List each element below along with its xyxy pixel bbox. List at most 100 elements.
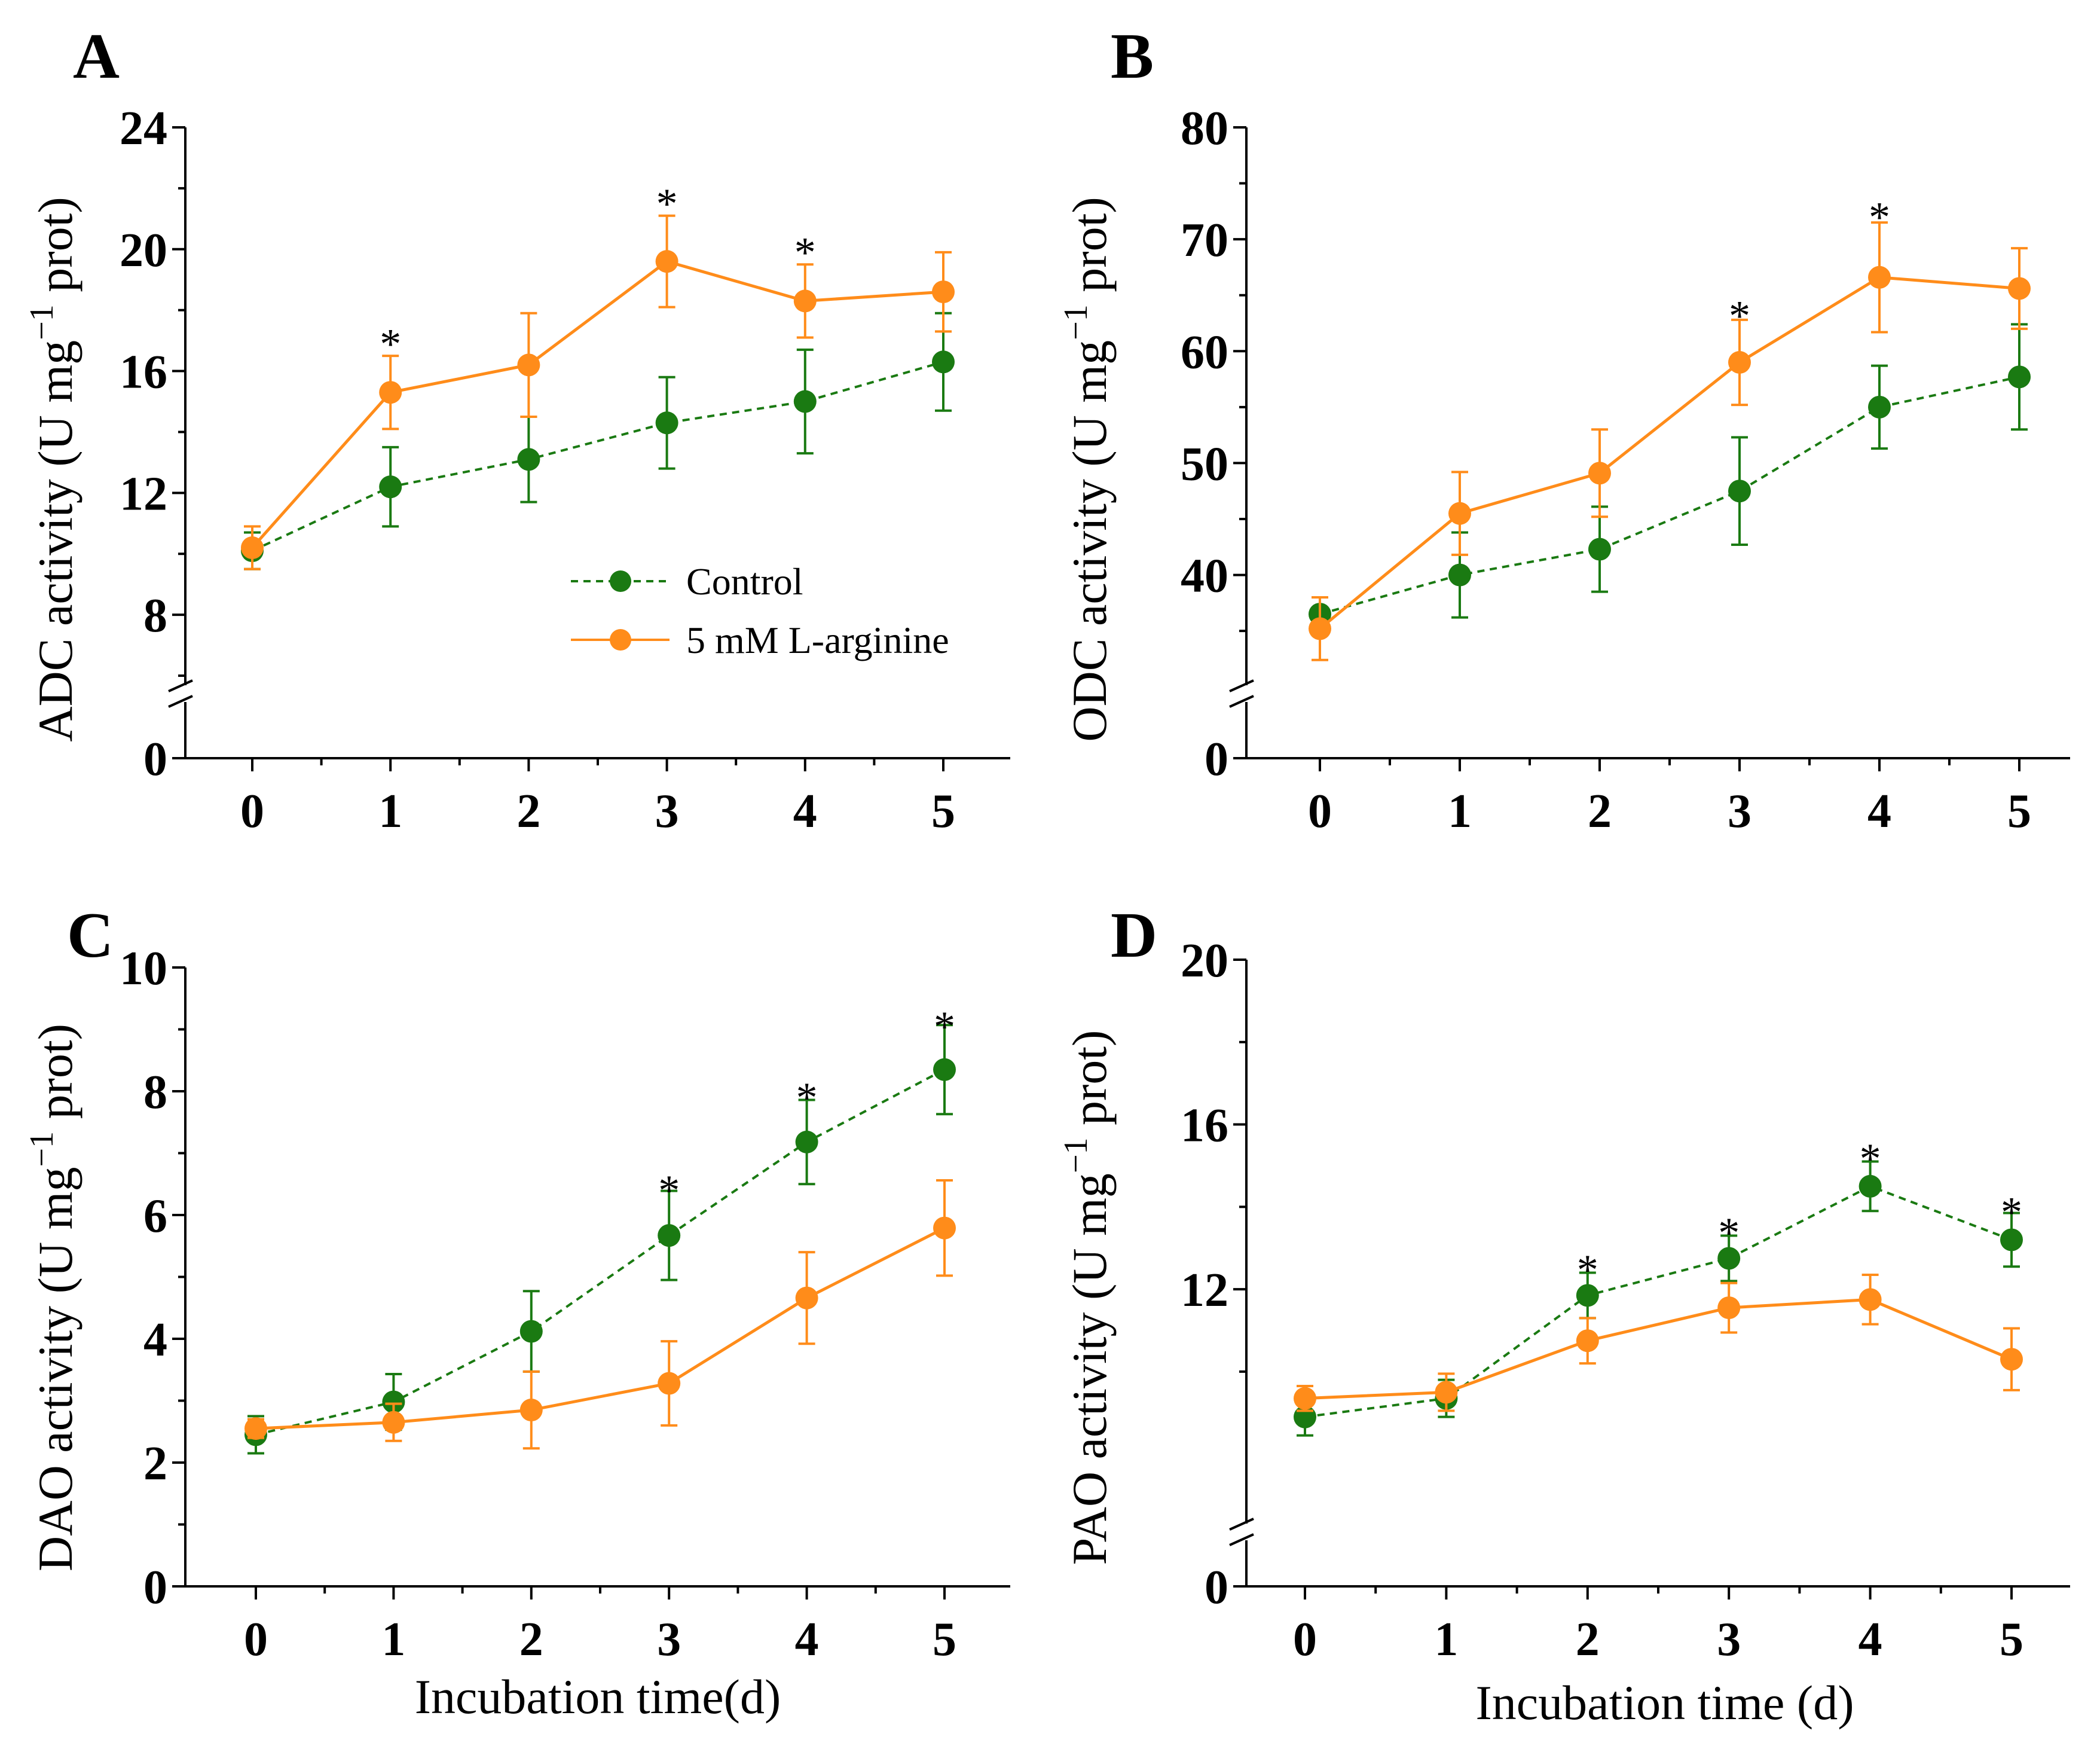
data-point — [244, 1417, 267, 1440]
legend-control-label: Control — [686, 560, 803, 603]
plot-area-b: 0 40 50 60 70 80 0 1 2 3 4 5 * * — [1181, 102, 2070, 838]
y-tick-label-c: 8 — [143, 1066, 167, 1119]
panel-letter-d: D — [1111, 900, 1157, 971]
panel-b: B ODC activity (U mg−1 prot) 04050607080… — [1057, 21, 2070, 838]
data-point — [1868, 395, 1891, 419]
y-tick-label-c: 4 — [143, 1314, 167, 1366]
x-tick-label-b: 5 — [2007, 785, 2031, 838]
series-treatment-a — [241, 214, 955, 570]
x-tick-label-c: 5 — [933, 1613, 956, 1666]
series-line — [255, 1069, 945, 1436]
y-tick-label-a: 16 — [120, 346, 167, 399]
significance-star: * — [380, 320, 401, 368]
significance-star: * — [1718, 1209, 1740, 1257]
data-point — [1588, 462, 1611, 485]
series-line — [255, 1226, 946, 1430]
y-tick-label-c: 2 — [143, 1437, 167, 1490]
significance-star: * — [656, 180, 678, 228]
y-tick-label-b: 50 — [1181, 438, 1228, 490]
x-tick-label-b: 1 — [1448, 785, 1472, 838]
significance-star: * — [796, 1074, 818, 1122]
panel-a: A ADC activity (U mg−1 prot) 08121620240… — [23, 21, 1010, 838]
data-point — [658, 1224, 681, 1247]
significance-star: * — [658, 1167, 680, 1214]
x-tick-label-a: 4 — [793, 785, 817, 838]
y-tick-label-d: 12 — [1181, 1264, 1228, 1317]
x-tick-label-b: 4 — [1867, 785, 1891, 838]
x-tick-label-a: 2 — [516, 785, 540, 838]
panel-letter-c: C — [67, 900, 114, 971]
panel-letter-a: A — [73, 21, 120, 92]
y-axis-label-a: ADC activity (U mg−1 prot) — [23, 197, 82, 741]
significance-star: * — [934, 1003, 955, 1051]
data-point — [795, 1130, 818, 1153]
series-treatment-d — [1294, 1274, 2023, 1412]
y-axis-label-c: DAO activity (U mg−1 prot) — [23, 1024, 82, 1571]
data-point — [2008, 277, 2031, 300]
data-point — [1576, 1284, 1599, 1307]
data-point — [517, 448, 540, 471]
series-line — [1304, 1298, 2012, 1400]
x-tick-label-a: 0 — [240, 785, 264, 838]
series-line — [252, 361, 944, 552]
x-tick-label-c: 1 — [381, 1613, 405, 1666]
data-point — [382, 1390, 405, 1414]
axis-break-mark-d — [1229, 1518, 1254, 1531]
data-point — [2000, 1348, 2023, 1371]
series-treatment-b — [1309, 221, 2031, 661]
data-point — [2000, 1228, 2023, 1251]
y-tick-label-d: 16 — [1181, 1100, 1228, 1152]
data-point — [1448, 563, 1471, 587]
axis-break-mark-b — [1229, 695, 1254, 708]
x-tick-label-a: 5 — [931, 785, 955, 838]
x-tick-label-d: 5 — [2000, 1613, 2023, 1666]
legend: Control 5 mM L-arginine — [571, 560, 949, 661]
data-point — [655, 411, 678, 435]
y-tick-label-c: 10 — [120, 942, 167, 995]
data-point — [519, 1320, 543, 1343]
data-point — [1294, 1387, 1316, 1410]
data-point — [241, 536, 264, 560]
x-axis-label-d: Incubation time (d) — [1475, 1675, 1854, 1730]
y-tick-label-d: 0 — [1205, 1561, 1228, 1614]
y-tick-label-b: 80 — [1181, 102, 1228, 155]
series-line — [1319, 276, 2020, 630]
data-point — [1858, 1288, 1882, 1311]
y-tick-label-a: 8 — [143, 590, 167, 642]
data-point — [1717, 1247, 1741, 1270]
significance-star: * — [1860, 1135, 1881, 1183]
x-tick-label-a: 1 — [378, 785, 402, 838]
data-point — [1588, 538, 1611, 561]
series-treatment-c — [244, 1179, 956, 1450]
data-point — [1717, 1296, 1741, 1320]
data-point — [932, 280, 955, 304]
panel-c: C DAO activity (U mg−1 prot) 0 2 4 6 8 10 0 1 2 3… — [23, 900, 1010, 1724]
x-tick-label-c: 0 — [244, 1613, 268, 1666]
x-tick-label-d: 4 — [1858, 1613, 1882, 1666]
significance-star: * — [1577, 1246, 1598, 1294]
data-point — [1728, 351, 1751, 374]
data-point — [658, 1372, 681, 1395]
series-line — [251, 260, 944, 549]
data-point — [1448, 502, 1471, 525]
significance-star: * — [2001, 1188, 2022, 1236]
x-tick-label-c: 3 — [657, 1613, 681, 1666]
data-point — [933, 1058, 956, 1081]
y-tick-label-a: 12 — [120, 468, 167, 520]
legend-treatment-label: 5 mM L-arginine — [686, 619, 949, 661]
axis-break-mark-b — [1229, 679, 1254, 692]
y-tick-label-a: 0 — [143, 733, 167, 786]
data-point — [379, 475, 402, 499]
data-point — [1858, 1174, 1882, 1198]
y-tick-label-b: 70 — [1181, 214, 1228, 267]
y-tick-label-d: 20 — [1181, 935, 1228, 987]
data-point — [793, 390, 817, 413]
y-tick-label-a: 20 — [120, 224, 167, 277]
data-point — [933, 1216, 956, 1240]
axis-break-mark-d — [1229, 1533, 1254, 1546]
significance-star: * — [1729, 292, 1750, 340]
axis-break-mark-a — [168, 679, 193, 692]
